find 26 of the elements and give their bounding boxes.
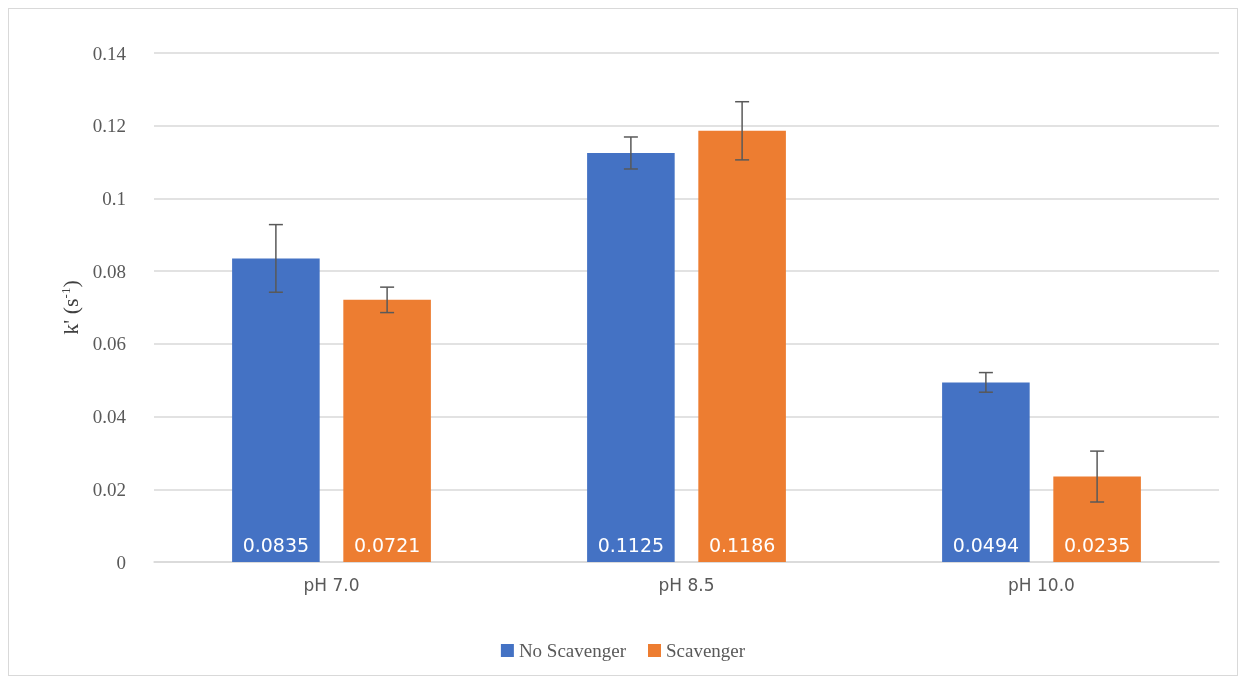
bar	[1053, 476, 1141, 562]
y-tick-label: 0.12	[92, 115, 126, 137]
data-label: 0.0721	[353, 533, 421, 556]
x-tick-label: pH 7.0	[303, 574, 360, 595]
x-tick-label: pH 8.5	[658, 574, 715, 595]
bar	[232, 258, 320, 562]
y-tick-label: 0.02	[92, 478, 126, 500]
bar	[942, 382, 1030, 562]
y-tick-label: 0.04	[92, 406, 127, 428]
bar	[698, 130, 786, 562]
legend-label: No Scavenger	[518, 640, 627, 661]
bar	[587, 152, 675, 562]
y-tick-label: 0.1	[102, 187, 126, 209]
data-label: 0.0835	[242, 533, 310, 556]
bar	[343, 299, 431, 562]
y-tick-label: 0.14	[92, 42, 127, 64]
data-label: 0.0235	[1063, 533, 1131, 556]
y-tick-label: 0.08	[92, 260, 126, 282]
y-axis-title: k' (s-1)	[58, 280, 84, 335]
y-tick-label: 0.06	[92, 333, 126, 355]
data-label: 0.0494	[952, 533, 1020, 556]
y-tick-label: 0	[116, 551, 126, 573]
legend-label: Scavenger	[665, 640, 746, 661]
data-label: 0.1186	[708, 533, 776, 556]
data-label: 0.1125	[597, 533, 665, 556]
x-tick-label: pH 10.0	[1008, 574, 1075, 595]
